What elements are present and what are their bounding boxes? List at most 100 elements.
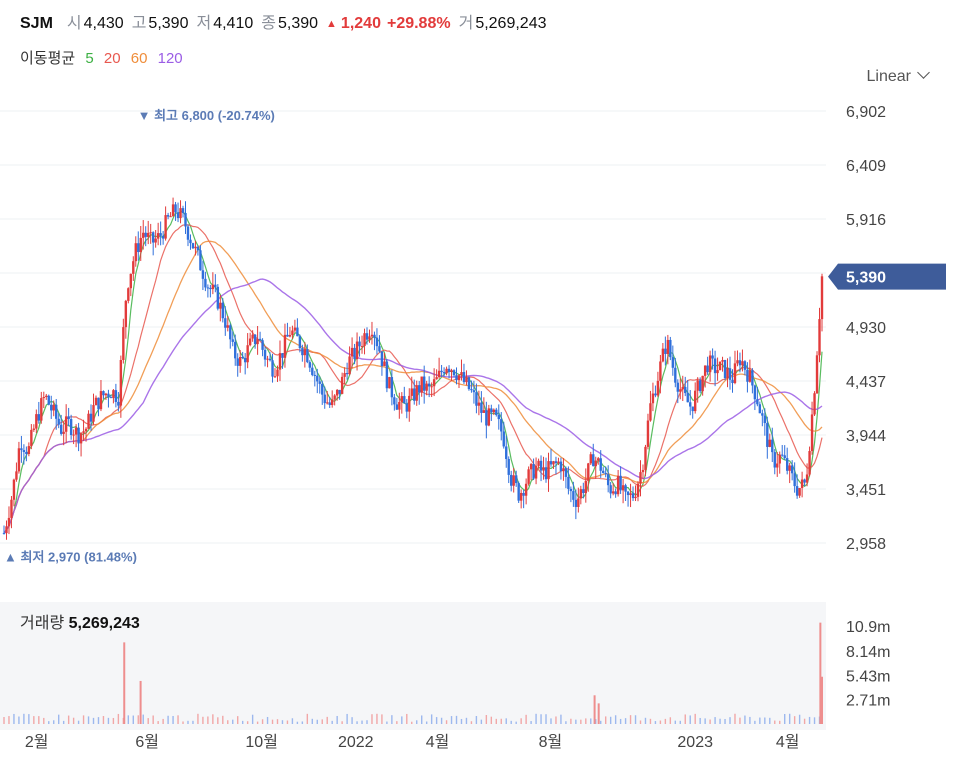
volume-bar bbox=[490, 716, 493, 724]
candle-body bbox=[248, 338, 252, 346]
candle-body bbox=[534, 465, 538, 479]
volume-bar bbox=[301, 721, 304, 724]
time-tick-label: 4월 bbox=[426, 733, 450, 751]
scale-selector[interactable]: Linear bbox=[867, 66, 930, 86]
candle-body bbox=[69, 419, 73, 436]
volume-bar bbox=[33, 716, 35, 724]
candle-body bbox=[335, 389, 339, 396]
candle-body bbox=[234, 341, 237, 359]
candle-body bbox=[644, 446, 647, 470]
volume-bar bbox=[271, 719, 274, 724]
candle-body bbox=[624, 485, 627, 492]
candle-body bbox=[497, 414, 500, 420]
volume-bar bbox=[246, 721, 249, 724]
candle-body bbox=[636, 483, 640, 497]
volume-bar bbox=[117, 713, 120, 724]
volume-bar bbox=[759, 717, 761, 724]
candle-body bbox=[390, 377, 394, 398]
candle-body bbox=[761, 413, 764, 416]
candle-body bbox=[659, 361, 662, 381]
volume-bar bbox=[604, 716, 607, 724]
candle-body bbox=[298, 336, 302, 349]
candle-body bbox=[154, 238, 157, 243]
volume-bar bbox=[679, 720, 681, 724]
candle-body bbox=[350, 347, 354, 357]
candle-body bbox=[241, 356, 244, 359]
volume-bar bbox=[87, 716, 90, 724]
candle-body bbox=[174, 204, 177, 213]
volume-bar bbox=[187, 720, 189, 724]
candle-body bbox=[358, 341, 361, 347]
volume-bar bbox=[714, 717, 716, 724]
volume-bar bbox=[659, 720, 662, 724]
candle-body bbox=[149, 232, 152, 234]
volume-bar bbox=[172, 715, 174, 724]
candle-body bbox=[706, 365, 709, 373]
volume-bar bbox=[222, 715, 224, 724]
candle-body bbox=[92, 405, 95, 422]
candle-body bbox=[512, 475, 515, 486]
ma-60-label[interactable]: 60 bbox=[130, 50, 148, 67]
candle-body bbox=[751, 370, 754, 386]
candle-body bbox=[403, 396, 406, 404]
candle-body bbox=[669, 339, 672, 358]
volume-bar bbox=[445, 720, 448, 724]
candle-body bbox=[500, 419, 503, 432]
volume-bar bbox=[664, 718, 667, 724]
axis-labels: 6,9026,4095,9165,4234,9304,4373,9443,451… bbox=[25, 104, 891, 751]
candle-body bbox=[189, 239, 192, 244]
candle-body bbox=[626, 491, 630, 496]
candle-body bbox=[427, 383, 431, 387]
candle-body bbox=[457, 375, 461, 381]
candle-body bbox=[763, 415, 767, 424]
candle-body bbox=[330, 399, 334, 406]
candle-body bbox=[114, 390, 118, 402]
candle-body bbox=[303, 349, 307, 356]
ma-120-label[interactable]: 120 bbox=[157, 50, 183, 67]
candle-body bbox=[743, 361, 747, 370]
candle-body bbox=[30, 429, 33, 447]
price-tick-label: 3,451 bbox=[846, 482, 886, 499]
ma-60-line bbox=[3, 240, 823, 534]
candle-body bbox=[62, 431, 65, 434]
volume-bar bbox=[386, 721, 388, 724]
volume-bar bbox=[654, 721, 657, 724]
close-value: 5,390 bbox=[277, 15, 319, 32]
candle-body bbox=[22, 450, 26, 453]
open-label: 시 bbox=[66, 15, 82, 32]
candle-body bbox=[616, 475, 620, 495]
volume-bar bbox=[535, 713, 537, 724]
candle-body bbox=[72, 434, 75, 436]
volume-bar bbox=[689, 715, 691, 724]
candle-body bbox=[7, 517, 11, 527]
candle-body bbox=[45, 395, 48, 397]
low-value: 4,410 bbox=[213, 15, 254, 32]
candle-body bbox=[318, 381, 321, 384]
candle-body bbox=[639, 472, 642, 484]
low-marker-label: ▲ 최저 2,970 (81.48%) bbox=[4, 550, 137, 565]
candle-body bbox=[611, 491, 615, 494]
volume-bar bbox=[709, 719, 711, 724]
price-tick-label: 3,944 bbox=[846, 428, 886, 445]
candle-body bbox=[505, 446, 508, 460]
candle-body bbox=[333, 395, 336, 400]
candle-body bbox=[47, 395, 50, 405]
candle-body bbox=[495, 409, 498, 415]
volume-bar bbox=[515, 721, 517, 724]
candle-body bbox=[726, 368, 729, 379]
moving-average-legend: 이동평균 5 20 60 120 bbox=[20, 47, 189, 68]
volume-bar bbox=[396, 721, 398, 724]
volume-bar bbox=[18, 716, 20, 724]
volume-bar bbox=[585, 718, 587, 724]
ma-5-label[interactable]: 5 bbox=[85, 50, 94, 67]
volume-bar bbox=[391, 715, 393, 724]
quote-header: SJM 시 4,430 고 5,390 저 4,410 종 5,390 ▲ 1,… bbox=[20, 9, 555, 32]
candle-body bbox=[820, 276, 824, 320]
ma-legend-title: 이동평균 bbox=[20, 50, 76, 67]
candle-body bbox=[375, 337, 379, 347]
candle-body bbox=[798, 488, 801, 496]
candle-body bbox=[629, 493, 632, 496]
ma-20-label[interactable]: 20 bbox=[103, 50, 121, 67]
candle-body bbox=[373, 334, 376, 338]
